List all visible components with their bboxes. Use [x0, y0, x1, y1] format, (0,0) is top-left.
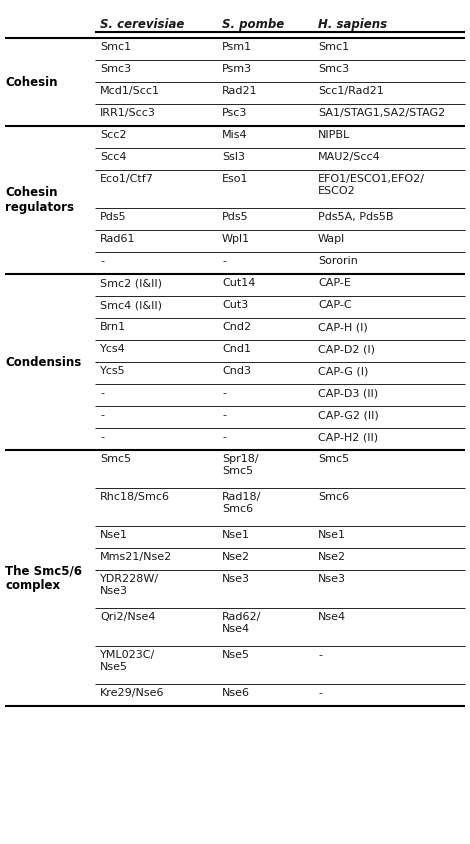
Text: Cut14: Cut14	[222, 278, 255, 288]
Text: Scc2: Scc2	[100, 130, 126, 140]
Text: Smc1: Smc1	[318, 42, 349, 52]
Text: Rad21: Rad21	[222, 86, 258, 96]
Text: The Smc5/6
complex: The Smc5/6 complex	[5, 564, 82, 592]
Text: YDR228W/
Nse3: YDR228W/ Nse3	[100, 574, 159, 596]
Text: Sororin: Sororin	[318, 256, 358, 266]
Text: CAP-G2 (II): CAP-G2 (II)	[318, 410, 379, 420]
Text: Nse2: Nse2	[318, 552, 346, 562]
Text: -: -	[222, 388, 226, 398]
Text: CAP-H (I): CAP-H (I)	[318, 322, 368, 332]
Text: CAP-E: CAP-E	[318, 278, 351, 288]
Text: -: -	[100, 410, 104, 420]
Text: Condensins: Condensins	[5, 355, 81, 369]
Text: Smc5: Smc5	[100, 454, 131, 464]
Text: CAP-D2 (I): CAP-D2 (I)	[318, 344, 375, 354]
Text: Ssl3: Ssl3	[222, 152, 245, 162]
Text: CAP-H2 (II): CAP-H2 (II)	[318, 432, 378, 442]
Text: Nse3: Nse3	[318, 574, 346, 584]
Text: Psc3: Psc3	[222, 108, 247, 118]
Text: Smc6: Smc6	[318, 492, 349, 502]
Text: Rhc18/Smc6: Rhc18/Smc6	[100, 492, 170, 502]
Text: SA1/STAG1,SA2/STAG2: SA1/STAG1,SA2/STAG2	[318, 108, 445, 118]
Text: Brn1: Brn1	[100, 322, 126, 332]
Text: Pds5: Pds5	[100, 212, 126, 222]
Text: Nse4: Nse4	[318, 612, 346, 622]
Text: Ycs4: Ycs4	[100, 344, 126, 354]
Text: Cohesin
regulators: Cohesin regulators	[5, 186, 74, 214]
Text: H. sapiens: H. sapiens	[318, 18, 387, 31]
Text: -: -	[100, 432, 104, 442]
Text: Scc1/Rad21: Scc1/Rad21	[318, 86, 384, 96]
Text: S. pombe: S. pombe	[222, 18, 284, 31]
Text: -: -	[222, 410, 226, 420]
Text: Cut3: Cut3	[222, 300, 248, 310]
Text: NIPBL: NIPBL	[318, 130, 350, 140]
Text: CAP-G (I): CAP-G (I)	[318, 366, 368, 376]
Text: Kre29/Nse6: Kre29/Nse6	[100, 688, 164, 698]
Text: Pds5: Pds5	[222, 212, 249, 222]
Text: Rad61: Rad61	[100, 234, 135, 244]
Text: EFO1/ESCO1,EFO2/
ESCO2: EFO1/ESCO1,EFO2/ ESCO2	[318, 174, 425, 196]
Text: Nse5: Nse5	[222, 650, 250, 660]
Text: Ycs5: Ycs5	[100, 366, 125, 376]
Text: Qri2/Nse4: Qri2/Nse4	[100, 612, 156, 622]
Text: Nse1: Nse1	[222, 530, 250, 540]
Text: Wpl1: Wpl1	[222, 234, 250, 244]
Text: Cnd2: Cnd2	[222, 322, 251, 332]
Text: Mms21/Nse2: Mms21/Nse2	[100, 552, 172, 562]
Text: Cnd3: Cnd3	[222, 366, 251, 376]
Text: Smc3: Smc3	[318, 64, 349, 74]
Text: Cnd1: Cnd1	[222, 344, 251, 354]
Text: Scc4: Scc4	[100, 152, 126, 162]
Text: Psm3: Psm3	[222, 64, 252, 74]
Text: Rad62/
Nse4: Rad62/ Nse4	[222, 612, 261, 634]
Text: -: -	[222, 432, 226, 442]
Text: -: -	[100, 256, 104, 266]
Text: Nse6: Nse6	[222, 688, 250, 698]
Text: IRR1/Scc3: IRR1/Scc3	[100, 108, 156, 118]
Text: Nse1: Nse1	[100, 530, 128, 540]
Text: MAU2/Scc4: MAU2/Scc4	[318, 152, 381, 162]
Text: Mis4: Mis4	[222, 130, 248, 140]
Text: Smc4 (I&II): Smc4 (I&II)	[100, 300, 162, 310]
Text: S. cerevisiae: S. cerevisiae	[100, 18, 184, 31]
Text: Spr18/
Smc5: Spr18/ Smc5	[222, 454, 258, 476]
Text: Smc2 (I&II): Smc2 (I&II)	[100, 278, 162, 288]
Text: YML023C/
Nse5: YML023C/ Nse5	[100, 650, 155, 672]
Text: CAP-C: CAP-C	[318, 300, 352, 310]
Text: -: -	[100, 388, 104, 398]
Text: -: -	[222, 256, 226, 266]
Text: Nse3: Nse3	[222, 574, 250, 584]
Text: Smc5: Smc5	[318, 454, 349, 464]
Text: CAP-D3 (II): CAP-D3 (II)	[318, 388, 378, 398]
Text: Smc1: Smc1	[100, 42, 131, 52]
Text: Nse2: Nse2	[222, 552, 250, 562]
Text: -: -	[318, 688, 322, 698]
Text: Nse1: Nse1	[318, 530, 346, 540]
Text: Pds5A, Pds5B: Pds5A, Pds5B	[318, 212, 393, 222]
Text: -: -	[318, 650, 322, 660]
Text: Mcd1/Scc1: Mcd1/Scc1	[100, 86, 160, 96]
Text: Rad18/
Smc6: Rad18/ Smc6	[222, 492, 261, 514]
Text: Smc3: Smc3	[100, 64, 131, 74]
Text: Eco1/Ctf7: Eco1/Ctf7	[100, 174, 154, 184]
Text: Eso1: Eso1	[222, 174, 249, 184]
Text: Cohesin: Cohesin	[5, 75, 57, 89]
Text: Psm1: Psm1	[222, 42, 252, 52]
Text: Wapl: Wapl	[318, 234, 345, 244]
